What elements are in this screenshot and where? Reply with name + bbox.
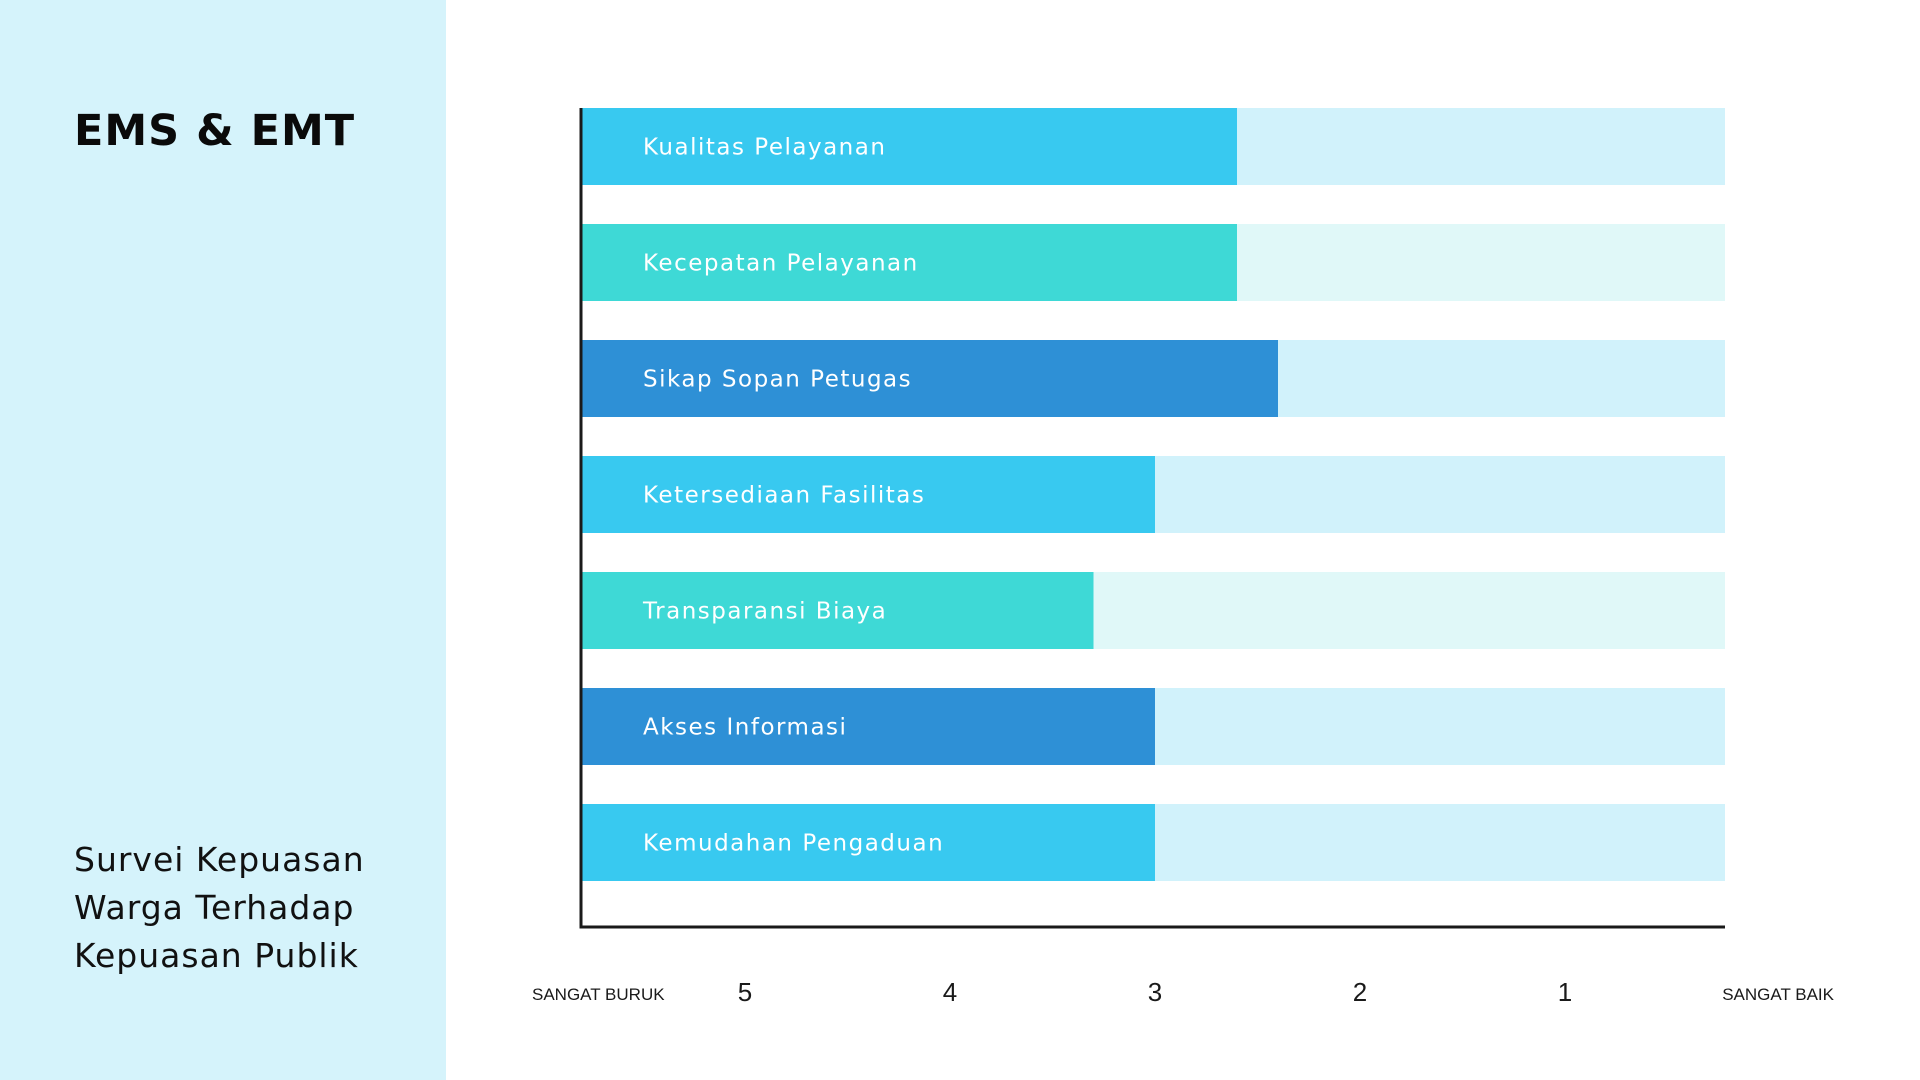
x-tick-labels: 5 4 3 2 1 bbox=[738, 977, 1572, 1007]
bar-label: Kemudahan Pengaduan bbox=[643, 831, 944, 857]
bar bbox=[582, 456, 1155, 533]
bar-label: Kualitas Pelayanan bbox=[643, 135, 886, 161]
x-end-label-right: SANGAT BAIK bbox=[1722, 985, 1834, 1004]
subtitle-line: Kepuasan Publik bbox=[74, 936, 359, 975]
subtitle: Survei Kepuasan Warga Terhadap Kepuasan … bbox=[74, 836, 434, 980]
bar-label: Akses Informasi bbox=[643, 715, 847, 741]
x-tick-label: 5 bbox=[738, 977, 752, 1007]
subtitle-line: Warga Terhadap bbox=[74, 888, 355, 927]
bar bbox=[582, 688, 1155, 765]
page-title: EMS & EMT bbox=[74, 106, 356, 156]
sidebar-panel: EMS & EMT Survei Kepuasan Warga Terhadap… bbox=[0, 0, 446, 1080]
bars bbox=[582, 108, 1278, 881]
bar bbox=[582, 224, 1237, 301]
bar bbox=[582, 572, 1094, 649]
x-tick-label: 1 bbox=[1558, 977, 1572, 1007]
subtitle-line: Survei Kepuasan bbox=[74, 840, 365, 879]
bar-label: Ketersediaan Fasilitas bbox=[643, 483, 925, 509]
x-tick-label: 4 bbox=[943, 977, 957, 1007]
bar-label: Kecepatan Pelayanan bbox=[643, 251, 919, 277]
bar bbox=[582, 108, 1237, 185]
x-end-label-left: SANGAT BURUK bbox=[532, 985, 665, 1004]
x-tick-label: 3 bbox=[1148, 977, 1162, 1007]
bar-labels: Kualitas Pelayanan Kecepatan Pelayanan Sik… bbox=[642, 135, 944, 857]
bar bbox=[582, 340, 1278, 417]
bar-label: Transparansi Biaya bbox=[642, 599, 887, 625]
bar-label: Sikap Sopan Petugas bbox=[643, 367, 912, 393]
bar bbox=[582, 804, 1155, 881]
x-tick-label: 2 bbox=[1353, 977, 1367, 1007]
